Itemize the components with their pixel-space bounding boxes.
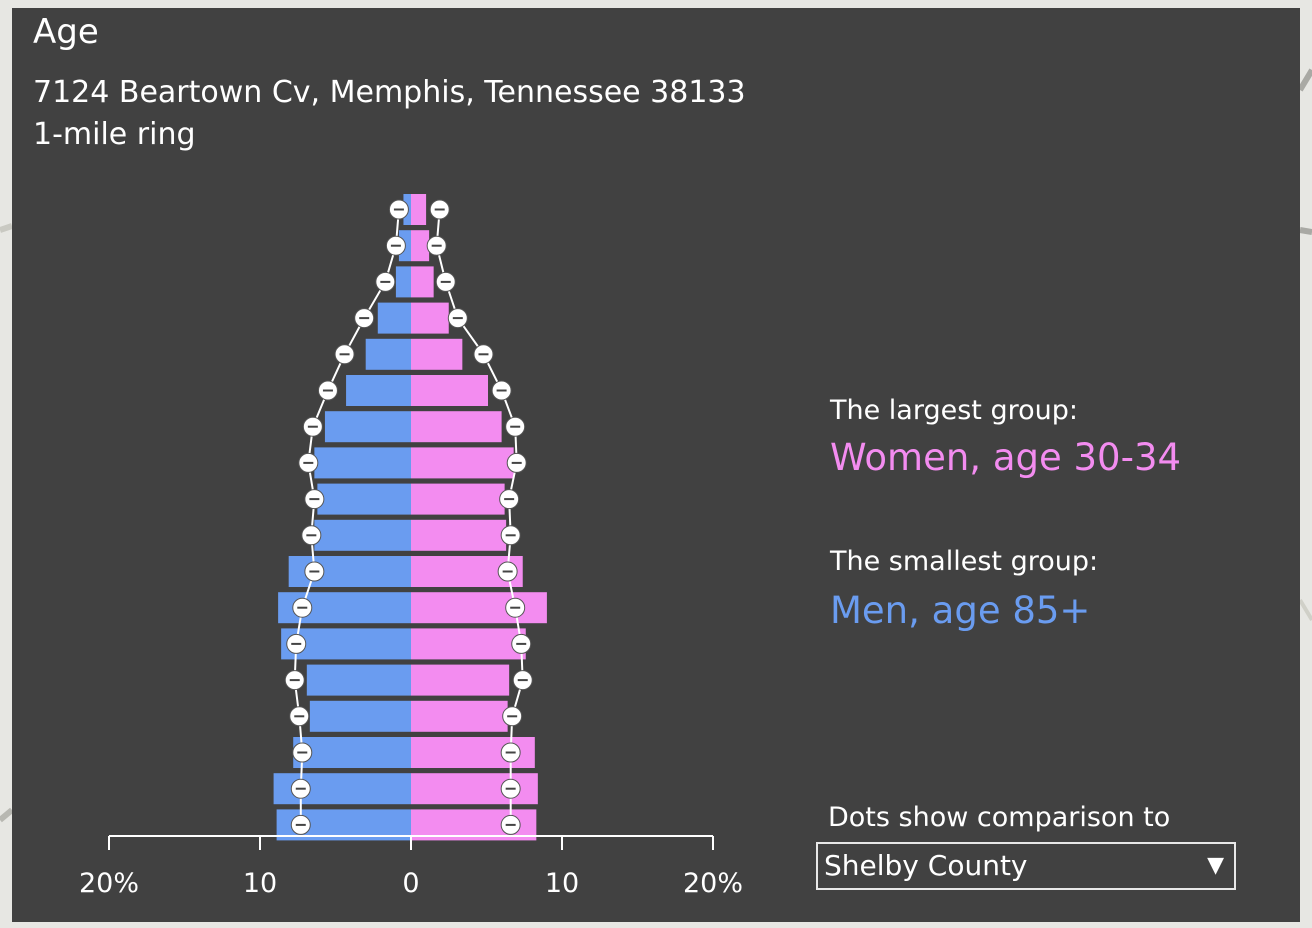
bar-women-3	[411, 302, 449, 334]
comparison-select[interactable]: Shelby County ▼	[816, 842, 1236, 890]
comparison-line-men	[293, 209, 400, 825]
bar-women-2	[411, 266, 434, 298]
bar-men-4	[365, 338, 411, 370]
bar-men-8	[317, 483, 411, 515]
bar-men-15	[293, 737, 411, 768]
address-text: 7124 Beartown Cv, Memphis, Tennessee 381…	[33, 75, 746, 110]
x-tick-label-4: 20%	[683, 868, 743, 899]
bar-men-3	[377, 302, 411, 334]
x-tick-label-2: 0	[402, 868, 419, 899]
smallest-group-label: The smallest group:	[830, 546, 1099, 577]
smallest-group-value: Men, age 85+	[830, 589, 1091, 632]
largest-group-label: The largest group:	[830, 395, 1078, 426]
bar-women-8	[411, 483, 505, 515]
comparison-label: Dots show comparison to	[828, 802, 1171, 833]
location-info: 7124 Beartown Cv, Memphis, Tennessee 381…	[33, 72, 746, 156]
comparison-select-value: Shelby County	[824, 849, 1028, 882]
largest-group-value: Women, age 30-34	[830, 436, 1182, 479]
bar-women-9	[411, 519, 507, 551]
bar-women-14	[411, 700, 508, 732]
bar-men-5	[346, 375, 411, 406]
age-panel	[12, 8, 1300, 922]
triangle-down-icon[interactable]: ▼	[1207, 853, 1224, 878]
bar-women-1	[411, 230, 430, 262]
bar-men-6	[324, 411, 411, 443]
bar-men-14	[309, 700, 411, 732]
bar-men-7	[314, 447, 411, 479]
bar-women-0	[411, 194, 427, 225]
bar-women-5	[411, 375, 489, 406]
bar-men-9	[314, 519, 411, 551]
bar-women-11	[411, 592, 547, 624]
x-tick-label-3: 10	[545, 868, 579, 899]
bar-women-13	[411, 664, 510, 696]
bar-women-6	[411, 411, 502, 443]
x-tick-label-1: 10	[243, 868, 277, 899]
x-tick-label-0: 20%	[79, 868, 139, 899]
bar-men-13	[306, 664, 411, 696]
bar-men-2	[395, 266, 411, 298]
bar-women-7	[411, 447, 514, 479]
comparison-line-women	[435, 209, 524, 825]
bar-women-12	[411, 628, 526, 660]
ring-text: 1-mile ring	[33, 117, 196, 152]
panel-title: Age	[33, 12, 99, 52]
bar-women-4	[411, 338, 463, 370]
